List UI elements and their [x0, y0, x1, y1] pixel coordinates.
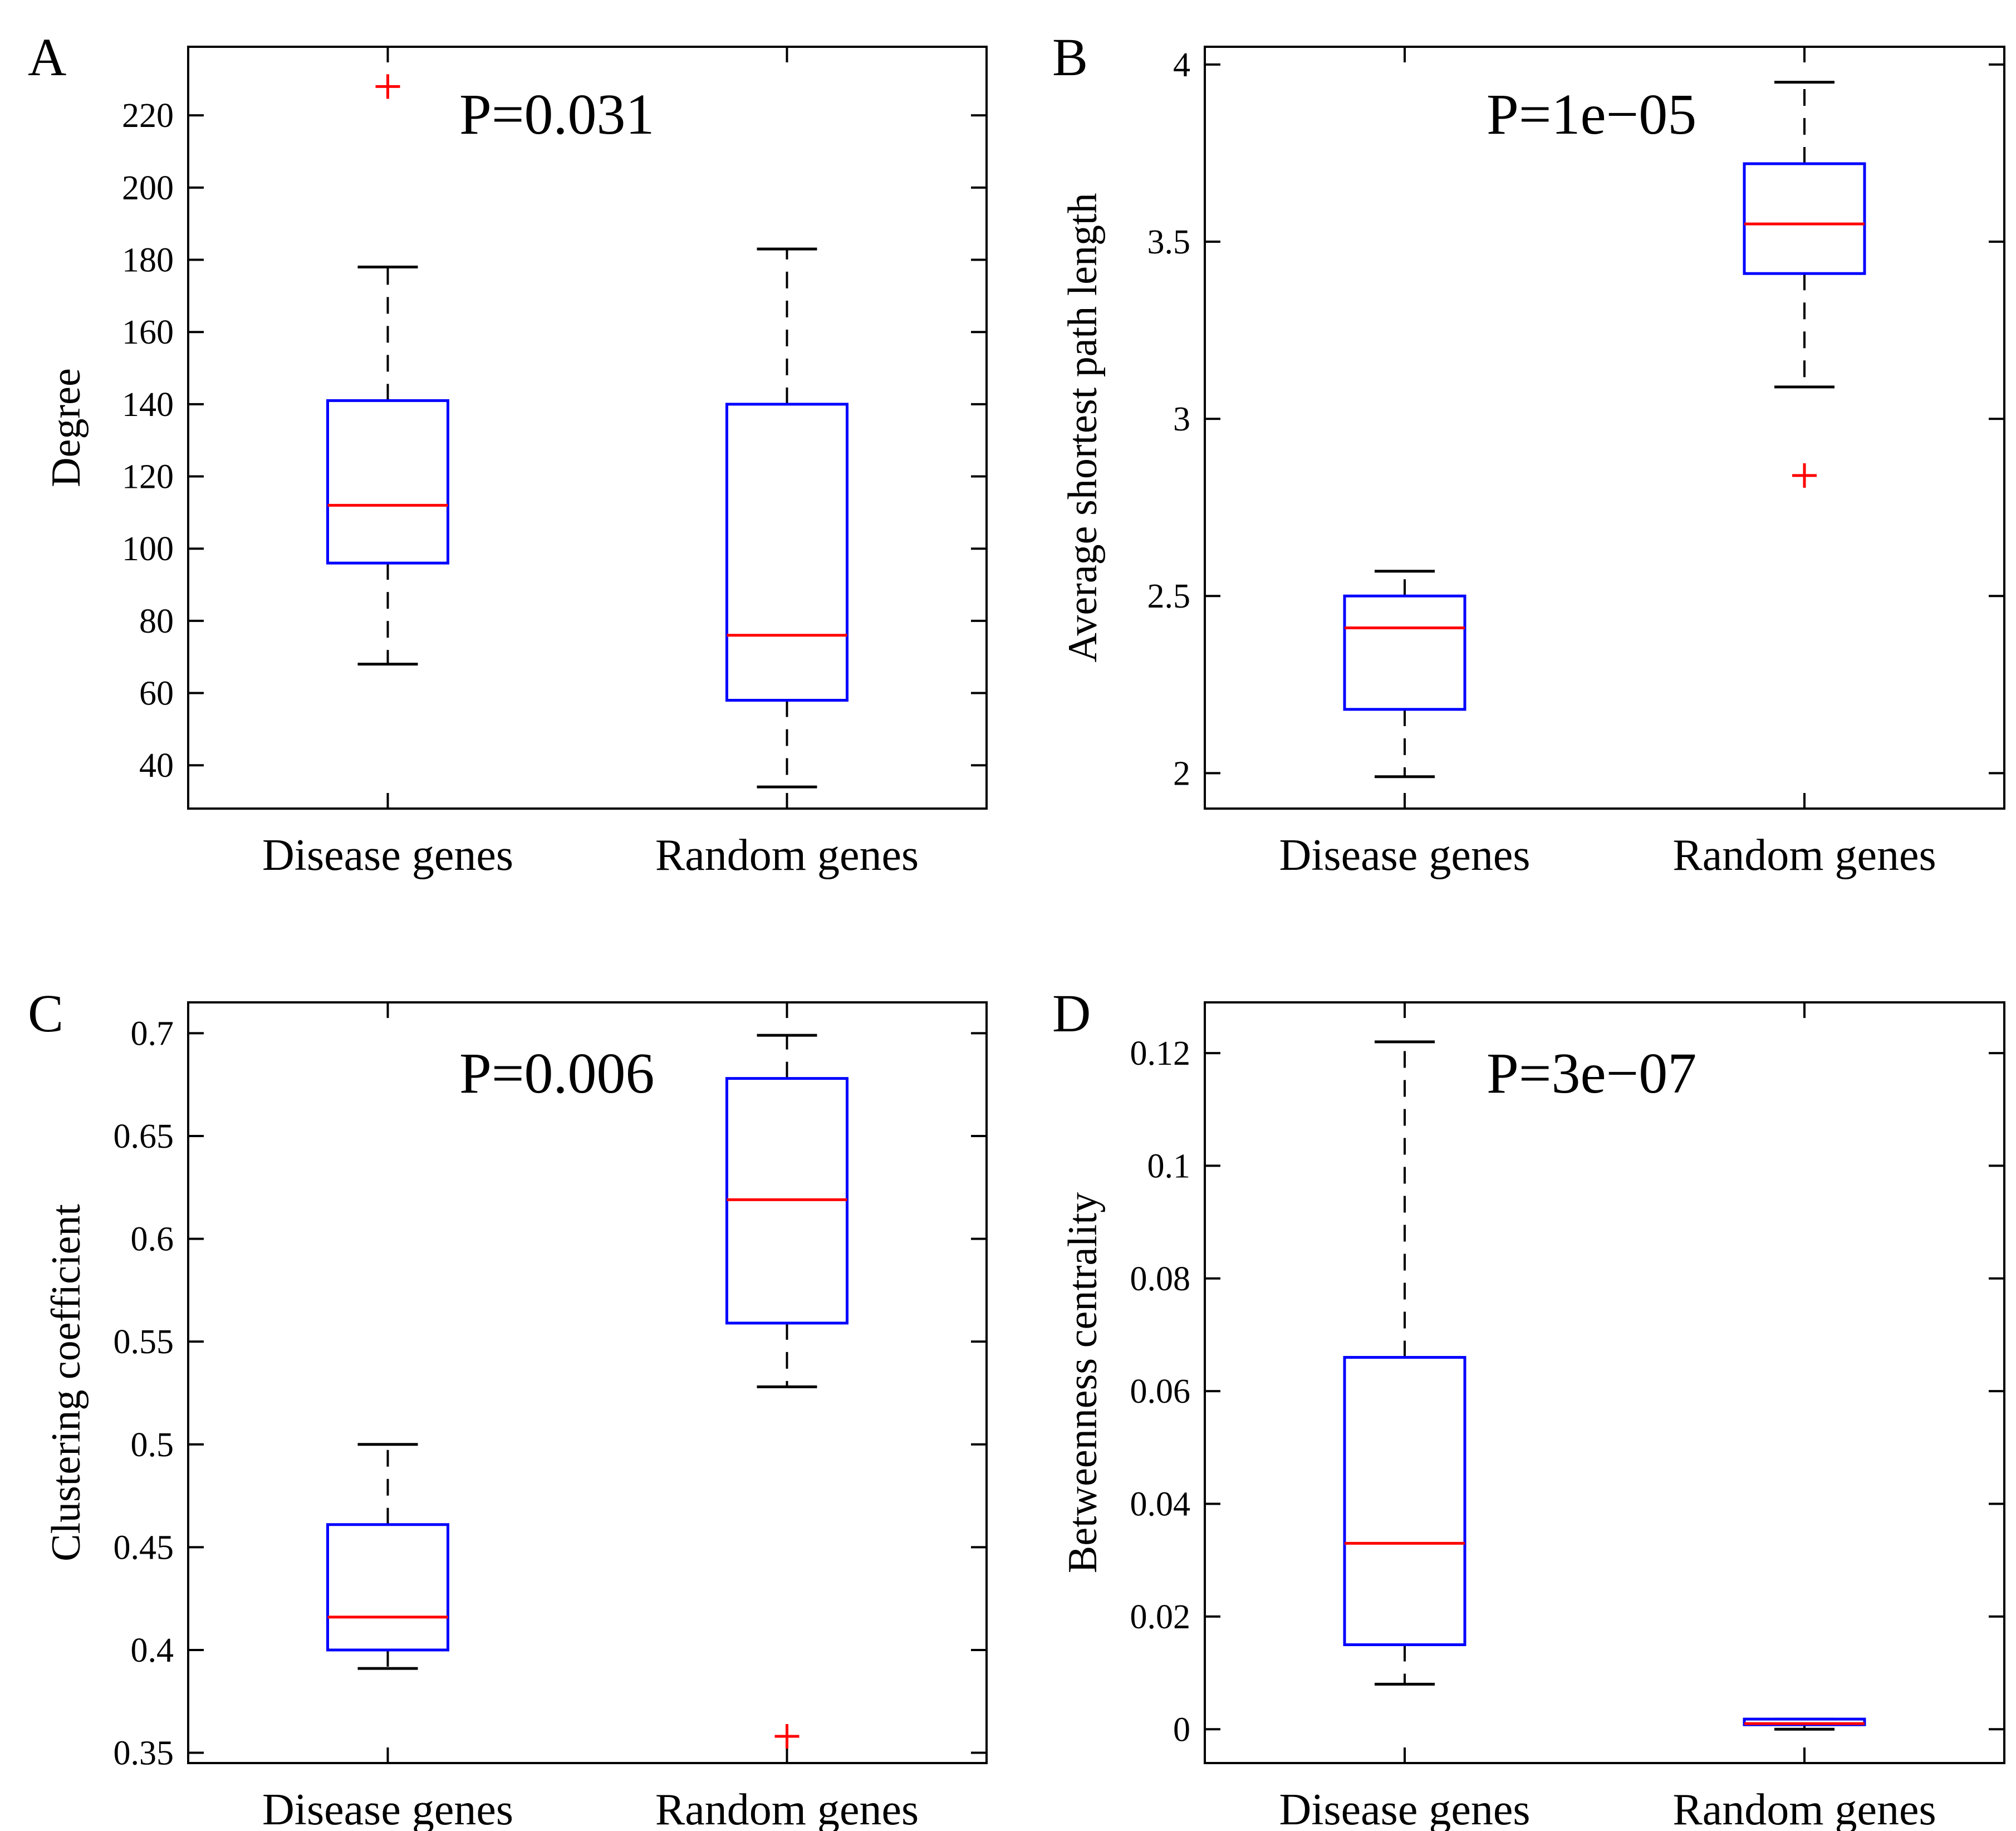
p-value-annotation: P=3e−07: [1487, 1041, 1696, 1105]
x-category-label: Random genes: [655, 831, 919, 880]
box-random-genes: [1743, 81, 1866, 488]
y-tick-label: 0.06: [1130, 1373, 1191, 1411]
iqr-box: [1343, 594, 1466, 711]
y-tick-label: 120: [122, 458, 174, 496]
panel-letter: D: [1052, 983, 1091, 1043]
axes-frame: [187, 46, 988, 810]
iqr-box: [326, 1523, 449, 1652]
p-value-annotation: P=1e−05: [1487, 82, 1696, 146]
y-tick-label: 0.12: [1130, 1035, 1191, 1073]
y-axis-label: Average shortest path length: [1060, 193, 1106, 662]
y-tick-label: 140: [122, 386, 174, 424]
panel-a: 40 60 80 100 120 140 160 180 200 220 Disease genes…: [28, 27, 988, 880]
box-random-genes: [725, 1034, 848, 1749]
axes-frame: [187, 1001, 988, 1764]
y-axis-label: Betweenness centrality: [1060, 1192, 1106, 1573]
y-axis-label: Degree: [43, 368, 89, 487]
x-category-label: Disease genes: [1279, 1785, 1531, 1831]
x-category-label: Disease genes: [262, 831, 513, 880]
y-tick-label: 80: [139, 603, 174, 640]
panel-b: 2 2.5 3 3.5 4 Disease genes Random genes Averag…: [1052, 27, 2005, 880]
y-tick-label: 0.35: [114, 1735, 174, 1773]
x-category-label: Random genes: [1672, 1785, 1936, 1831]
iqr-box: [1743, 162, 1866, 275]
x-category-label: Random genes: [655, 1785, 919, 1831]
y-tick-label: 100: [122, 530, 174, 568]
box-disease-genes: [326, 74, 449, 666]
box-disease-genes: [1343, 570, 1466, 779]
x-category-label: Disease genes: [1279, 831, 1531, 880]
y-tick-label: 4: [1173, 46, 1190, 84]
y-tick-label: 60: [139, 675, 174, 713]
x-category-label: Random genes: [1672, 831, 1936, 880]
axes-frame: [1204, 46, 2005, 810]
panel-d: 0 0.02 0.04 0.06 0.08 0.1 0.12 Disease genes Ran…: [1052, 983, 2005, 1831]
box-random-genes: [1743, 1717, 1866, 1731]
x-category-label: Disease genes: [262, 1785, 513, 1831]
y-tick-label: 2: [1173, 755, 1190, 792]
outlier-marker: [1792, 463, 1817, 488]
y-tick-label: 40: [139, 747, 174, 785]
y-tick-label: 0.55: [114, 1323, 174, 1361]
y-tick-label: 0.04: [1130, 1486, 1191, 1524]
iqr-box: [326, 399, 449, 565]
box-random-genes: [725, 247, 848, 789]
outlier-marker: [375, 74, 400, 99]
y-tick-label: 2.5: [1147, 577, 1191, 615]
y-axis-label: Clustering coefficient: [43, 1204, 89, 1561]
y-tick-label: 0.7: [131, 1015, 174, 1052]
y-tick-label: 220: [122, 97, 174, 135]
y-tick-label: 0.4: [131, 1632, 174, 1670]
y-tick-label: 3.5: [1147, 223, 1191, 261]
axes-frame: [1204, 1001, 2005, 1764]
y-tick-label: 0.45: [114, 1529, 174, 1566]
outlier-marker: [774, 1724, 799, 1749]
panel-c: 0.35 0.4 0.45 0.5 0.55 0.6 0.65 0.7 Disease gene…: [28, 983, 988, 1831]
panel-letter: B: [1052, 27, 1088, 87]
p-value-annotation: P=0.006: [459, 1041, 655, 1105]
y-tick-label: 0.5: [131, 1426, 174, 1464]
y-tick-label: 0.08: [1130, 1260, 1191, 1298]
p-value-annotation: P=0.031: [459, 82, 655, 146]
y-tick-label: 180: [122, 242, 174, 280]
y-tick-label: 0: [1173, 1711, 1190, 1749]
y-tick-label: 0.02: [1130, 1598, 1191, 1636]
y-tick-label: 160: [122, 314, 174, 351]
panel-letter: A: [28, 27, 66, 87]
y-tick-label: 200: [122, 169, 174, 207]
panel-letter: C: [28, 983, 63, 1043]
iqr-box: [1343, 1355, 1466, 1647]
box-disease-genes: [1343, 1040, 1466, 1686]
y-tick-label: 0.6: [131, 1221, 174, 1259]
y-tick-label: 0.65: [114, 1118, 174, 1156]
iqr-box: [725, 403, 848, 702]
y-tick-label: 3: [1173, 400, 1190, 438]
box-disease-genes: [326, 1443, 449, 1670]
y-tick-label: 0.1: [1147, 1147, 1191, 1185]
